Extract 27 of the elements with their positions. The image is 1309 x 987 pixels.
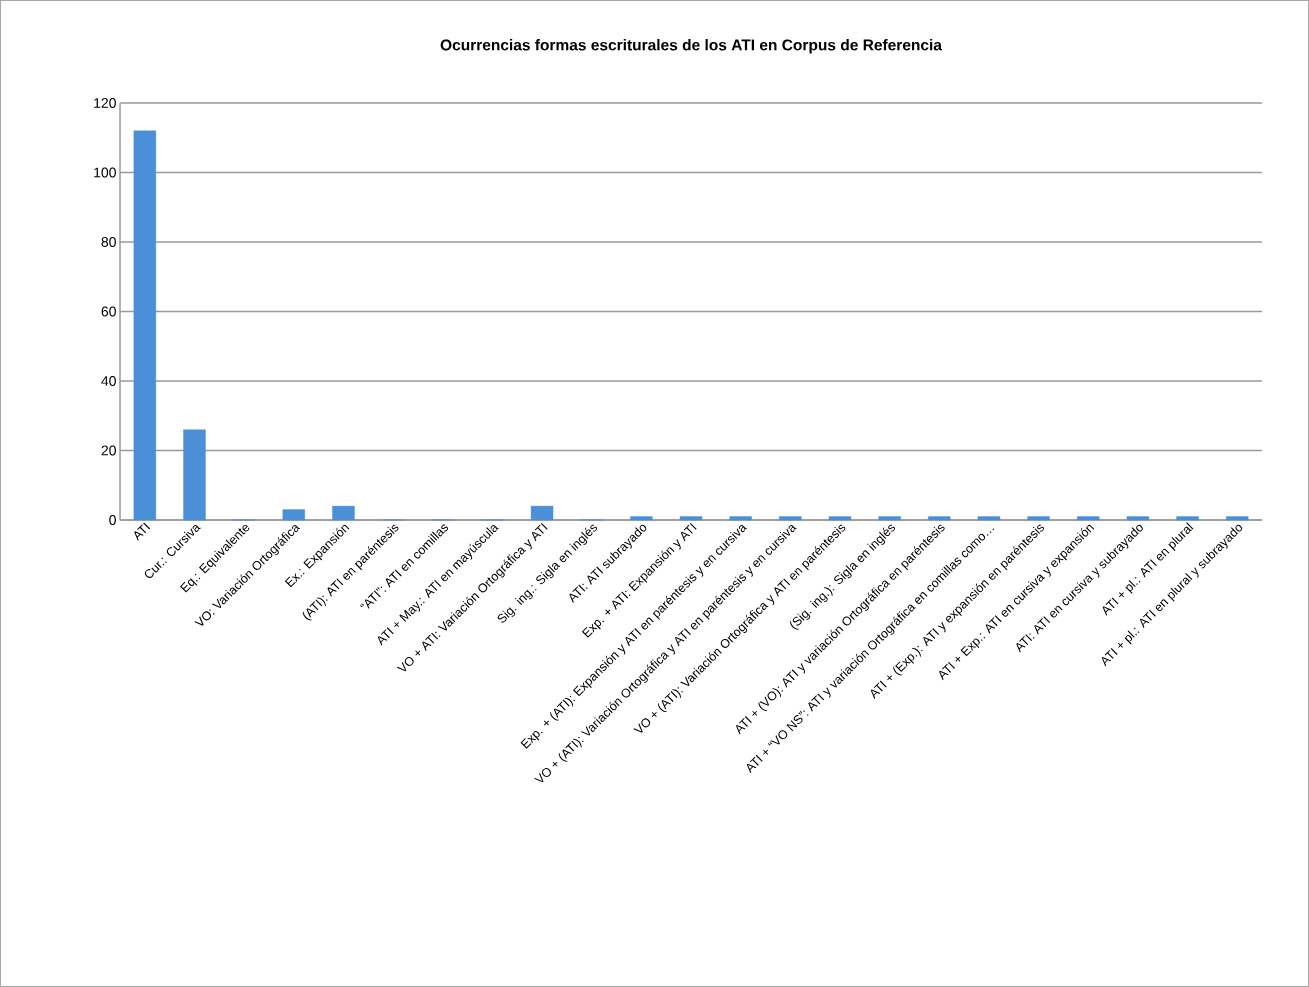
bar xyxy=(630,516,653,521)
y-tick-label: 40 xyxy=(101,376,116,386)
y-tick-label: 20 xyxy=(101,445,116,456)
y-tick-label: 60 xyxy=(101,306,116,317)
bar xyxy=(282,509,305,521)
y-tick-label: 100 xyxy=(94,167,116,178)
bar xyxy=(878,516,901,521)
y-tick-label: 0 xyxy=(109,515,116,525)
bar xyxy=(1126,516,1150,521)
y-tick-label: 80 xyxy=(101,237,116,247)
bar xyxy=(183,429,206,521)
chart-title: Ocurrencias formas escriturales de los ATI en Corpus de Referencia xyxy=(440,39,943,54)
bar xyxy=(133,130,157,521)
bar xyxy=(679,516,703,521)
bar xyxy=(530,505,554,521)
y-tick-label: 120 xyxy=(94,98,116,108)
bar xyxy=(928,516,951,521)
bar xyxy=(977,516,1001,521)
bar xyxy=(1027,516,1050,521)
x-tick-label: ATI xyxy=(134,522,151,541)
bar xyxy=(1176,516,1199,521)
bar xyxy=(1077,516,1100,521)
bar xyxy=(729,516,752,521)
bar xyxy=(332,505,355,521)
bar xyxy=(779,516,802,521)
bar xyxy=(828,516,852,521)
bar xyxy=(1226,516,1249,521)
